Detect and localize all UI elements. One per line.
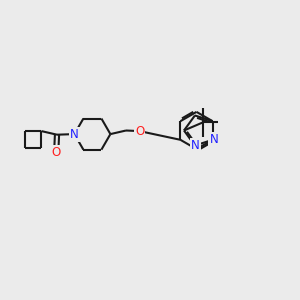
Text: N: N	[191, 139, 200, 152]
Text: N: N	[191, 142, 200, 156]
Text: N: N	[209, 133, 218, 146]
Text: O: O	[52, 146, 61, 159]
Text: N: N	[70, 128, 79, 141]
Text: O: O	[135, 124, 144, 138]
